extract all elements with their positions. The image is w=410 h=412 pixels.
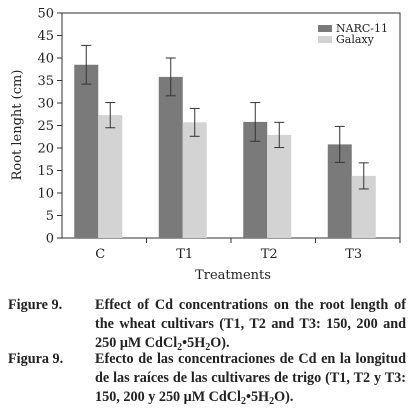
x-tick-label: T3 bbox=[345, 247, 362, 262]
chart-bars bbox=[74, 44, 376, 239]
root-length-chart: 0 5 10 15 20 25 30 35 40 45 50 C T1 T2 T3 NARC-11Galax… bbox=[10, 7, 401, 283]
legend-swatch bbox=[318, 36, 332, 43]
bar-narc-11-t1 bbox=[158, 76, 183, 239]
y-tick-label: 15 bbox=[37, 164, 54, 179]
y-axis-label: Root lenght (cm) bbox=[10, 70, 25, 181]
caption-label-spanish: Figura 9. bbox=[8, 351, 64, 367]
bar-narc-11-c bbox=[74, 64, 99, 238]
x-tick-label: C bbox=[95, 247, 105, 262]
y-tick-label: 35 bbox=[37, 74, 54, 89]
caption-label-english: Figure 9. bbox=[8, 297, 63, 313]
figure-caption-english: Figure 9. Effect of Cd concentrations on… bbox=[8, 296, 406, 357]
y-tick-label: 30 bbox=[37, 97, 54, 112]
bar-galaxy-c bbox=[98, 115, 123, 238]
y-tick-label: 50 bbox=[37, 7, 54, 22]
x-tick-label: T1 bbox=[176, 247, 193, 262]
x-tick-label: T2 bbox=[261, 247, 278, 262]
figure-caption-spanish: Figura 9. Efecto de las concentraciones … bbox=[8, 350, 406, 411]
y-tick-label: 45 bbox=[37, 29, 54, 44]
x-axis-label: Treatments bbox=[195, 268, 271, 283]
y-tick-label: 25 bbox=[37, 119, 54, 134]
bar-galaxy-t1 bbox=[182, 122, 207, 238]
chart-axes: 0 5 10 15 20 25 30 35 40 45 50 C T1 T2 T3 bbox=[37, 7, 401, 262]
y-tick-label: 10 bbox=[37, 187, 54, 202]
caption-text-spanish: Efecto de las concentraciones de Cd en l… bbox=[95, 351, 406, 407]
legend-label: NARC-11 bbox=[336, 22, 388, 35]
legend-swatch bbox=[318, 25, 332, 32]
legend-label: Galaxy bbox=[336, 33, 375, 46]
y-tick-label: 5 bbox=[46, 209, 54, 224]
y-tick-label: 20 bbox=[37, 142, 54, 157]
bar-galaxy-t2 bbox=[267, 134, 292, 238]
caption-text-english: Effect of Cd concentrations on the root … bbox=[95, 297, 406, 353]
y-tick-label: 40 bbox=[37, 52, 54, 67]
y-tick-label: 0 bbox=[46, 232, 54, 247]
